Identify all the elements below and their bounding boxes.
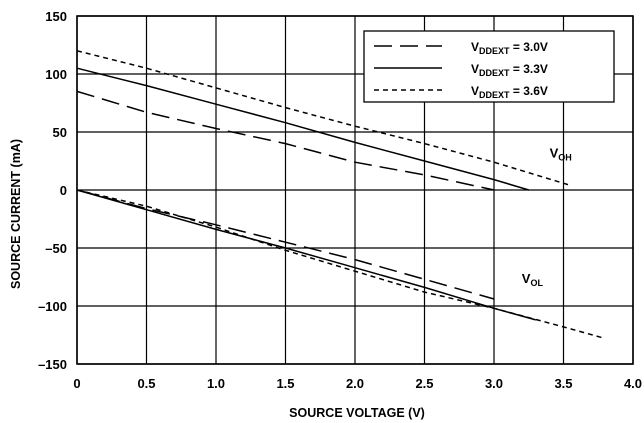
- y-tick-label: –50: [45, 241, 67, 256]
- x-tick-label: 0: [73, 376, 80, 391]
- y-tick-label: –150: [38, 357, 67, 372]
- x-tick-label: 0.5: [137, 376, 155, 391]
- x-tick-label: 2.5: [415, 376, 433, 391]
- x-tick-label: 2.0: [346, 376, 364, 391]
- y-tick-label: 100: [45, 67, 67, 82]
- y-tick-labels: –150 –100 –50 0 50 100 150: [38, 9, 67, 372]
- y-tick-label: 150: [45, 9, 67, 24]
- series-line-vol-1: [77, 190, 536, 320]
- x-tick-label: 1.5: [276, 376, 294, 391]
- y-tick-label: 50: [53, 125, 67, 140]
- y-tick-label: 0: [60, 183, 67, 198]
- x-tick-label: 1.0: [207, 376, 225, 391]
- annotation-voh: VOH: [550, 146, 572, 163]
- x-tick-label: 3.5: [554, 376, 572, 391]
- y-tick-label: –100: [38, 299, 67, 314]
- curve-annotations: VOH VOL: [522, 146, 572, 288]
- x-axis-title: SOURCE VOLTAGE (V): [289, 406, 425, 420]
- annotation-vol: VOL: [522, 271, 544, 288]
- x-tick-label: 4.0: [624, 376, 642, 391]
- x-tick-labels: 0 0.5 1.0 1.5 2.0 2.5 3.0 3.5 4.0: [73, 376, 642, 391]
- y-axis-title: SOURCE CURRENT (mA): [9, 139, 23, 289]
- x-tick-label: 3.0: [485, 376, 503, 391]
